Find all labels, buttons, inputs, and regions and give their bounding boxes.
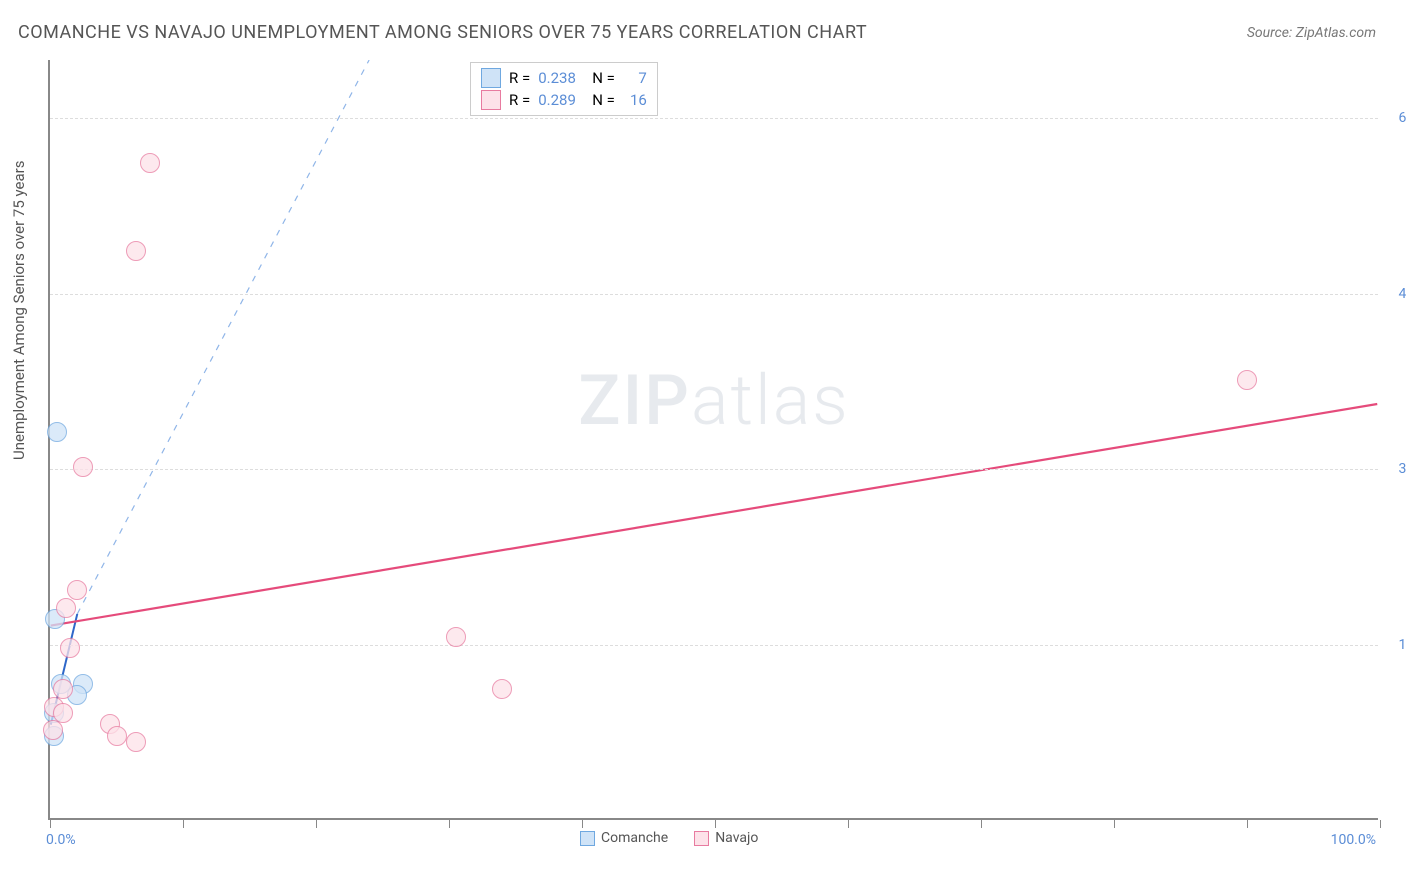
watermark-atlas: atlas bbox=[691, 360, 850, 442]
n-label: N = bbox=[592, 69, 615, 87]
watermark: ZIPatlas bbox=[578, 360, 850, 442]
legend-swatch bbox=[481, 90, 501, 110]
legend-item: Comanche bbox=[580, 830, 668, 846]
x-tick bbox=[1114, 820, 1115, 828]
data-point bbox=[446, 627, 466, 647]
correlation-chart: COMANCHE VS NAVAJO UNEMPLOYMENT AMONG SE… bbox=[0, 0, 1406, 892]
trend-lines bbox=[50, 60, 1378, 818]
x-tick bbox=[183, 820, 184, 828]
y-tick-label: 60.0% bbox=[1398, 110, 1406, 126]
data-point bbox=[126, 732, 146, 752]
data-point bbox=[47, 422, 67, 442]
legend-swatch bbox=[580, 831, 595, 846]
data-point bbox=[53, 703, 73, 723]
legend-stats: R = 0.238 N = 7 R = 0.289 N = 16 bbox=[470, 62, 658, 116]
legend-stat-row: R = 0.289 N = 16 bbox=[481, 89, 647, 111]
data-point bbox=[1237, 370, 1257, 390]
x-tick bbox=[715, 820, 716, 828]
y-tick-label: 30.0% bbox=[1398, 461, 1406, 477]
gridline bbox=[50, 469, 1378, 470]
x-tick bbox=[981, 820, 982, 828]
data-point bbox=[56, 598, 76, 618]
legend-label: Comanche bbox=[601, 830, 668, 846]
r-value: 0.289 bbox=[538, 91, 584, 109]
x-tick bbox=[1380, 820, 1381, 828]
x-axis-min-label: 0.0% bbox=[46, 832, 76, 848]
y-axis-label: Unemployment Among Seniors over 75 years bbox=[10, 161, 28, 460]
r-label: R = bbox=[509, 91, 530, 109]
data-point bbox=[107, 726, 127, 746]
x-tick bbox=[50, 820, 51, 828]
legend-swatch bbox=[694, 831, 709, 846]
data-point bbox=[67, 580, 87, 600]
data-point bbox=[140, 153, 160, 173]
n-value: 7 bbox=[623, 69, 647, 87]
legend-item: Navajo bbox=[694, 830, 758, 846]
r-value: 0.238 bbox=[538, 69, 584, 87]
x-tick bbox=[582, 820, 583, 828]
data-point bbox=[60, 638, 80, 658]
n-label: N = bbox=[592, 91, 615, 109]
chart-title: COMANCHE VS NAVAJO UNEMPLOYMENT AMONG SE… bbox=[18, 22, 867, 43]
data-point bbox=[126, 241, 146, 261]
x-axis-max-label: 100.0% bbox=[1331, 832, 1376, 848]
plot-area: ZIPatlas 15.0%30.0%45.0%60.0% bbox=[48, 60, 1378, 820]
x-tick bbox=[848, 820, 849, 828]
watermark-zip: ZIP bbox=[578, 360, 691, 442]
gridline bbox=[50, 645, 1378, 646]
legend-stat-row: R = 0.238 N = 7 bbox=[481, 67, 647, 89]
gridline bbox=[50, 118, 1378, 119]
data-point bbox=[43, 720, 63, 740]
y-tick-label: 15.0% bbox=[1398, 637, 1406, 653]
legend-swatch bbox=[481, 68, 501, 88]
x-tick bbox=[1247, 820, 1248, 828]
chart-source: Source: ZipAtlas.com bbox=[1247, 25, 1376, 41]
gridline bbox=[50, 294, 1378, 295]
data-point bbox=[73, 457, 93, 477]
y-tick-label: 45.0% bbox=[1398, 286, 1406, 302]
legend-series: Comanche Navajo bbox=[580, 830, 758, 846]
n-value: 16 bbox=[623, 91, 647, 109]
legend-label: Navajo bbox=[715, 830, 758, 846]
r-label: R = bbox=[509, 69, 530, 87]
x-tick bbox=[316, 820, 317, 828]
x-tick bbox=[449, 820, 450, 828]
data-point bbox=[492, 679, 512, 699]
